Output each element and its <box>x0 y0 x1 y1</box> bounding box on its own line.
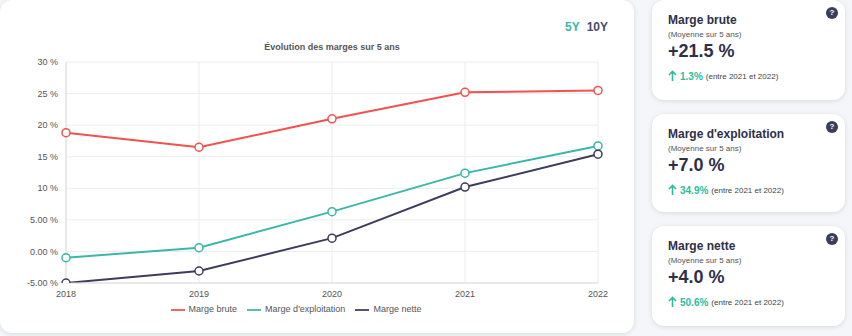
html-text:(Moyenne sur 5 ans): (Moyenne sur 5 ans) <box>668 30 742 39</box>
html-text:Marge brute: Marge brute <box>188 304 238 315</box>
svg-text:5.00 %: 5.00 % <box>30 215 58 225</box>
svg-text:20 %: 20 % <box>37 120 58 130</box>
html-text:10Y: 10Y <box>586 20 608 34</box>
html-text:50.6% (entre 2021 et 2022): 50.6% (entre 2021 et 2022) <box>680 296 784 308</box>
svg-text:2020: 2020 <box>322 289 342 299</box>
svg-text:-5.00 %: -5.00 % <box>27 278 58 288</box>
html-text:+21.5 %: +21.5 % <box>668 41 735 61</box>
svg-text:0.00 %: 0.00 % <box>30 247 58 257</box>
svg-text:2021: 2021 <box>455 289 475 299</box>
html-text:Marge brute: Marge brute <box>668 13 737 27</box>
svg-text:10 %: 10 % <box>37 183 58 193</box>
html-text:(Moyenne sur 5 ans): (Moyenne sur 5 ans) <box>668 144 742 153</box>
svg-text:30 %: 30 % <box>37 57 58 67</box>
html-text:Marge d'exploitation: Marge d'exploitation <box>265 304 346 315</box>
html-text:(Moyenne sur 5 ans): (Moyenne sur 5 ans) <box>668 256 742 265</box>
html-text:+7.0 %: +7.0 % <box>668 155 725 175</box>
svg-text:2019: 2019 <box>189 289 209 299</box>
html-text:34.9% (entre 2021 et 2022): 34.9% (entre 2021 et 2022) <box>680 184 784 196</box>
html-text:1.3% (entre 2021 et 2022): 1.3% (entre 2021 et 2022) <box>680 70 779 82</box>
html-text:+4.0 %: +4.0 % <box>668 267 725 287</box>
html-text:5Y: 5Y <box>565 20 580 34</box>
svg-text:2018: 2018 <box>56 289 76 299</box>
html-text:Marge nette: Marge nette <box>373 304 422 315</box>
svg-text:15 %: 15 % <box>37 152 58 162</box>
html-text:Évolution des marges sur 5 ans: Évolution des marges sur 5 ans <box>264 42 400 52</box>
svg-text:25 %: 25 % <box>37 89 58 99</box>
html-text:Marge nette: Marge nette <box>668 239 736 253</box>
html-text:Marge d'exploitation: Marge d'exploitation <box>668 127 785 141</box>
svg-text:2022: 2022 <box>588 289 608 299</box>
